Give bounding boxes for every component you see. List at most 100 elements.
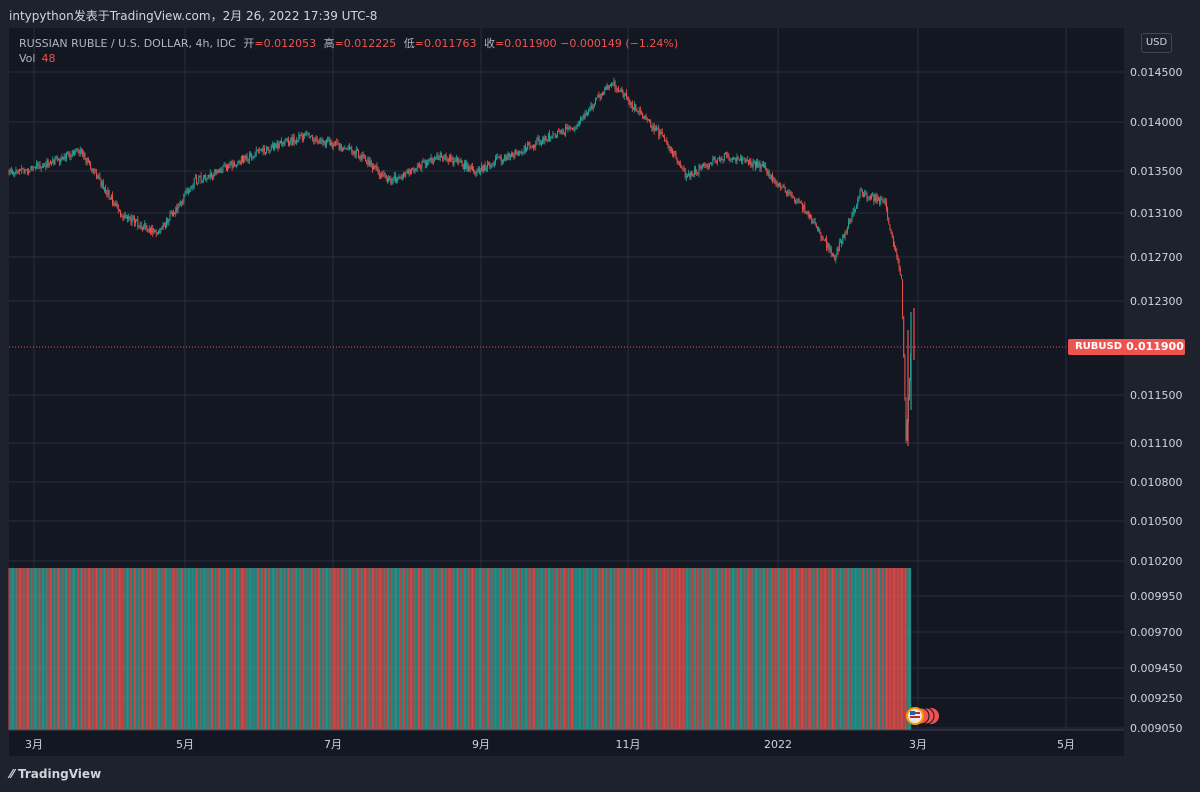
candle-body xyxy=(247,160,249,162)
volume-bar xyxy=(796,568,798,730)
close-value: =0.011900 xyxy=(494,37,557,50)
volume-bar xyxy=(871,568,873,730)
volume-bar xyxy=(207,568,209,730)
candle-body xyxy=(674,151,676,154)
candle-body xyxy=(352,151,354,154)
volume-bar xyxy=(164,568,166,730)
candle-body xyxy=(478,168,480,174)
volume-bar xyxy=(749,568,751,730)
volume-bar xyxy=(538,568,540,730)
volume-bar xyxy=(72,568,74,730)
candle-body xyxy=(250,154,251,156)
volume-bar xyxy=(635,568,637,730)
volume-bar xyxy=(767,568,769,730)
volume-bar xyxy=(171,568,173,730)
candle-body xyxy=(170,211,172,214)
volume-bar xyxy=(744,568,746,730)
tradingview-logo[interactable]: ⁄⁄ TradingView xyxy=(10,767,101,781)
candle-body xyxy=(129,217,131,219)
candle-body xyxy=(833,254,835,258)
candle-body xyxy=(71,151,73,157)
candle-body xyxy=(773,178,775,181)
volume-bar xyxy=(49,568,51,730)
volume-bar xyxy=(216,568,218,730)
volume-bar xyxy=(759,568,761,730)
volume-bar xyxy=(48,568,50,730)
candle-body xyxy=(782,186,784,188)
candle-body xyxy=(9,169,11,173)
candle-body xyxy=(784,187,786,193)
candle-body xyxy=(597,95,599,98)
volume-bar xyxy=(391,568,393,730)
symbol-name[interactable]: RUSSIAN RUBLE / U.S. DOLLAR, 4h, IDC xyxy=(19,37,236,50)
candle-body xyxy=(713,157,715,159)
volume-bar xyxy=(632,568,635,730)
candle-body xyxy=(273,144,274,150)
symbol-legend[interactable]: RUSSIAN RUBLE / U.S. DOLLAR, 4h, IDC 开=0… xyxy=(19,35,678,51)
high-label: 高 xyxy=(323,37,335,50)
volume-bar xyxy=(662,568,664,730)
volume-bar xyxy=(645,568,647,730)
candle-body xyxy=(687,175,688,177)
volume-bar xyxy=(574,568,576,730)
volume-bar xyxy=(781,568,783,730)
candle-body xyxy=(393,175,395,178)
candle-body xyxy=(257,149,258,151)
candle-body xyxy=(731,157,733,160)
volume-bar xyxy=(377,568,379,730)
volume-bar xyxy=(844,568,846,730)
volume-bar xyxy=(292,568,294,730)
candle-body xyxy=(346,148,348,150)
volume-bar xyxy=(375,568,377,730)
volume-bar xyxy=(367,568,369,730)
volume-bar xyxy=(493,568,495,730)
volume-bar xyxy=(313,568,315,730)
candle-body xyxy=(17,171,19,173)
volume-bar xyxy=(321,568,323,730)
volume-bar xyxy=(381,568,383,730)
volume-bar xyxy=(888,568,890,730)
candle-body xyxy=(521,151,523,153)
candle-body xyxy=(504,155,506,160)
volume-bar xyxy=(652,568,654,730)
volume-bar xyxy=(283,568,285,730)
y-tick-label: 0.011500 xyxy=(1130,389,1183,402)
volume-bar xyxy=(379,568,382,730)
volume-bar xyxy=(95,568,97,730)
candle-body xyxy=(204,175,205,177)
candle-body xyxy=(217,170,219,172)
volume-bar xyxy=(343,568,345,730)
candle-body xyxy=(79,150,81,154)
candle-body xyxy=(177,203,179,211)
candle-body xyxy=(706,164,708,166)
candle-body xyxy=(254,153,256,157)
volume-bar xyxy=(492,568,494,730)
candle-body xyxy=(105,188,107,194)
volume-bar xyxy=(162,568,164,730)
currency-button[interactable]: USD xyxy=(1141,33,1172,53)
candle-body xyxy=(192,186,194,188)
volume-bar xyxy=(187,568,189,730)
candle-body xyxy=(849,220,851,222)
volume-bar xyxy=(338,568,340,730)
candle-body xyxy=(743,157,745,159)
candle-body xyxy=(823,239,825,241)
volume-bar xyxy=(689,568,691,730)
volume-bar xyxy=(453,568,455,730)
volume-bar xyxy=(712,568,714,730)
volume-bar xyxy=(616,568,618,730)
volume-bar xyxy=(39,568,41,730)
candle-body xyxy=(613,81,615,86)
candle-body xyxy=(588,110,590,114)
candle-body xyxy=(748,160,749,164)
volume-bars xyxy=(8,568,912,730)
volume-bar xyxy=(779,568,781,730)
volume-bar xyxy=(172,568,175,730)
volume-bar xyxy=(324,568,326,730)
y-tick-label: 0.013100 xyxy=(1130,207,1183,220)
volume-bar xyxy=(857,568,859,730)
candle-body xyxy=(658,128,660,137)
volume-legend[interactable]: Vol 48 xyxy=(19,52,55,65)
candle-body xyxy=(186,190,188,194)
